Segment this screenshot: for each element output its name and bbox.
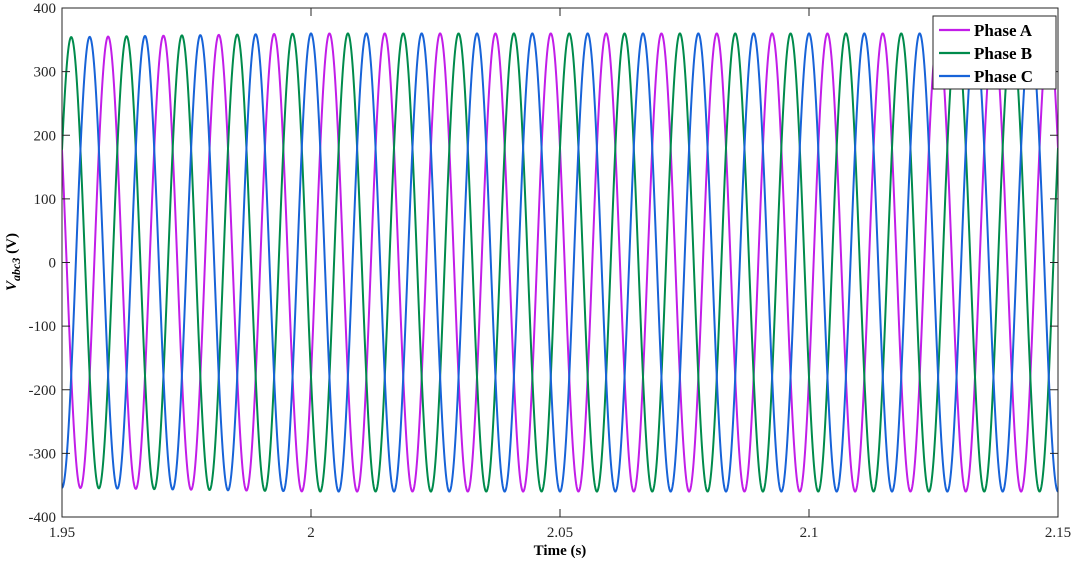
y-axis-title-sub: abc3 [9, 258, 23, 281]
y-tick-label: -300 [29, 446, 57, 462]
series-layer [62, 32, 1058, 493]
legend-label-phase-c: Phase C [974, 67, 1033, 86]
legend-item-phase-c: Phase C [939, 67, 1033, 86]
y-tick-label: 300 [34, 65, 57, 81]
x-tick-label: 2.05 [547, 525, 573, 541]
y-tick-label: -100 [29, 319, 57, 335]
x-axis-title: Time (s) [534, 543, 587, 559]
ticks-layer: 1.95 2 2.05 2.1 2.15 -400 -300 -200 -100 0 100 200 3… [29, 1, 1072, 541]
y-axis-title: Vabc3 (V) [4, 233, 23, 291]
y-tick-label: 400 [34, 1, 57, 17]
y-tick-label: -400 [29, 510, 57, 526]
series-line-phase-c [62, 32, 1058, 493]
y-tick-label: 100 [34, 192, 57, 208]
y-axis-title-main: V [4, 279, 20, 291]
x-tick-label: 1.95 [49, 525, 75, 541]
x-tick-label: 2 [307, 525, 315, 541]
series-line-phase-b [62, 32, 1058, 493]
legend-item-phase-b: Phase B [939, 44, 1032, 63]
y-tick-label: 0 [49, 256, 57, 272]
y-tick-label: -200 [29, 383, 57, 399]
x-tick-label: 2.1 [800, 525, 819, 541]
legend-item-phase-a: Phase A [939, 21, 1033, 40]
legend: Phase A Phase B Phase C [932, 15, 1057, 90]
legend-label-phase-a: Phase A [974, 21, 1033, 40]
x-tick-label: 2.15 [1045, 525, 1071, 541]
legend-label-phase-b: Phase B [974, 44, 1032, 63]
y-axis-title-unit: (V) [4, 233, 20, 258]
y-tick-label: 200 [34, 128, 57, 144]
plot-area [62, 8, 1058, 517]
